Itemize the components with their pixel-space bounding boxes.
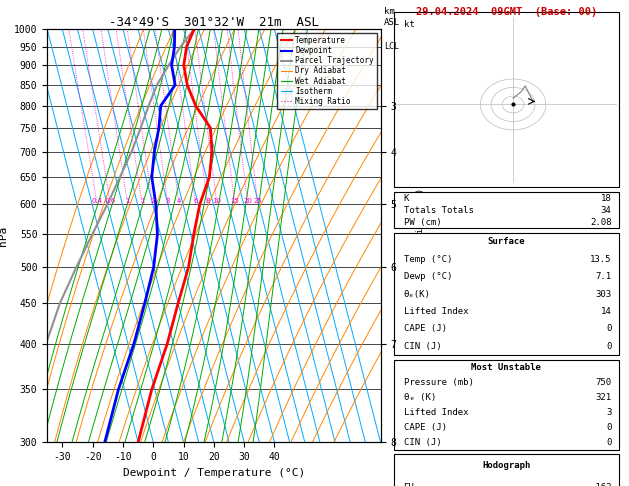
Text: 2.08: 2.08 [590, 218, 611, 227]
Bar [394, 454, 619, 486]
Text: PW (cm): PW (cm) [404, 218, 441, 227]
Text: Surface: Surface [487, 238, 525, 246]
Text: -162: -162 [590, 484, 611, 486]
Text: 1: 1 [125, 198, 130, 205]
Text: Mixing Ratio (g/kg): Mixing Ratio (g/kg) [416, 188, 425, 283]
Text: 321: 321 [596, 393, 611, 401]
Text: Temp (°C): Temp (°C) [404, 255, 452, 264]
Title: -34°49'S  301°32'W  21m  ASL: -34°49'S 301°32'W 21m ASL [109, 16, 319, 29]
Text: 0: 0 [606, 422, 611, 432]
Bar [394, 233, 619, 355]
Text: 0: 0 [606, 342, 611, 350]
Text: 18: 18 [601, 193, 611, 203]
Bar [394, 360, 619, 450]
Text: 750: 750 [596, 378, 611, 387]
Text: 3: 3 [166, 198, 170, 205]
Text: CIN (J): CIN (J) [404, 342, 441, 350]
Text: 0: 0 [606, 437, 611, 447]
Text: CIN (J): CIN (J) [404, 437, 441, 447]
Text: Dewp (°C): Dewp (°C) [404, 272, 452, 281]
Bar [394, 192, 619, 228]
Text: 20: 20 [243, 198, 252, 205]
Text: LCL: LCL [384, 42, 399, 51]
X-axis label: Dewpoint / Temperature (°C): Dewpoint / Temperature (°C) [123, 468, 305, 478]
Text: Lifted Index: Lifted Index [404, 307, 468, 316]
Text: θₑ (K): θₑ (K) [404, 393, 436, 401]
Text: 8: 8 [205, 198, 210, 205]
Text: θₑ(K): θₑ(K) [404, 290, 430, 298]
Text: 0.6: 0.6 [104, 198, 116, 205]
Text: CAPE (J): CAPE (J) [404, 324, 447, 333]
Text: Most Unstable: Most Unstable [471, 363, 542, 372]
Text: 29.04.2024  09GMT  (Base: 00): 29.04.2024 09GMT (Base: 00) [416, 7, 597, 17]
Text: 10: 10 [213, 198, 221, 205]
Text: kt: kt [404, 20, 415, 29]
Text: 25: 25 [253, 198, 262, 205]
Text: 34: 34 [601, 206, 611, 215]
Text: Pressure (mb): Pressure (mb) [404, 378, 474, 387]
Text: 4: 4 [177, 198, 181, 205]
Text: 7.1: 7.1 [596, 272, 611, 281]
Y-axis label: hPa: hPa [0, 226, 8, 246]
Legend: Temperature, Dewpoint, Parcel Trajectory, Dry Adiabat, Wet Adiabat, Isotherm, Mi: Temperature, Dewpoint, Parcel Trajectory… [277, 33, 377, 109]
Text: 1: 1 [140, 198, 145, 205]
Text: km
ASL: km ASL [384, 7, 400, 27]
Text: Hodograph: Hodograph [482, 461, 530, 470]
Text: Lifted Index: Lifted Index [404, 408, 468, 417]
Text: 303: 303 [596, 290, 611, 298]
Bar [394, 12, 619, 187]
Text: 13.5: 13.5 [590, 255, 611, 264]
Text: CAPE (J): CAPE (J) [404, 422, 447, 432]
Text: 2: 2 [150, 198, 155, 205]
Text: 3: 3 [606, 408, 611, 417]
Text: 0: 0 [606, 324, 611, 333]
Text: 0.4: 0.4 [91, 198, 103, 205]
Text: Totals Totals: Totals Totals [404, 206, 474, 215]
Text: K: K [404, 193, 409, 203]
Text: 6: 6 [193, 198, 198, 205]
Text: 14: 14 [601, 307, 611, 316]
Text: 15: 15 [230, 198, 239, 205]
Text: EH: EH [404, 484, 415, 486]
